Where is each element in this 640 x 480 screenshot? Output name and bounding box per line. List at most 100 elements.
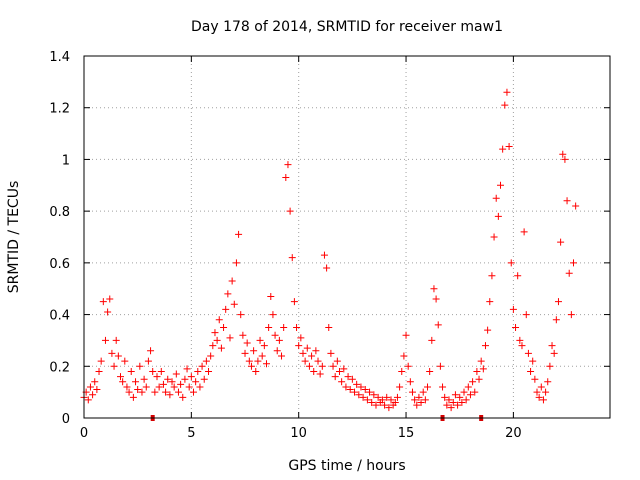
data-point xyxy=(271,331,279,339)
data-point xyxy=(529,357,537,365)
data-point xyxy=(567,311,575,319)
data-point xyxy=(458,398,466,406)
data-point xyxy=(417,398,425,406)
data-point xyxy=(241,349,249,357)
y-tick-label: 1.2 xyxy=(49,102,70,117)
data-point xyxy=(140,375,148,383)
data-point xyxy=(415,393,423,401)
data-point xyxy=(320,251,328,259)
data-point xyxy=(196,383,204,391)
data-point xyxy=(535,393,543,401)
data-point xyxy=(295,342,303,350)
data-point xyxy=(151,388,159,396)
data-point xyxy=(473,367,481,375)
data-point xyxy=(286,207,294,215)
data-point xyxy=(516,336,524,344)
data-point xyxy=(230,300,238,308)
data-point xyxy=(273,347,281,355)
data-point xyxy=(439,383,447,391)
y-tick-label: 0.8 xyxy=(49,205,70,220)
y-tick-label: 0.6 xyxy=(49,257,70,272)
data-point xyxy=(346,386,354,394)
data-point xyxy=(441,393,449,401)
x-tick-label: 15 xyxy=(398,426,415,441)
data-point xyxy=(108,349,116,357)
data-point xyxy=(202,357,210,365)
data-point xyxy=(166,391,174,399)
data-point xyxy=(157,367,165,375)
data-point xyxy=(215,316,223,324)
data-point xyxy=(331,373,339,381)
data-point xyxy=(432,295,440,303)
data-point xyxy=(239,331,247,339)
data-point xyxy=(284,161,292,169)
data-point xyxy=(288,254,296,262)
data-point xyxy=(250,347,258,355)
data-point xyxy=(228,277,236,285)
data-point xyxy=(477,357,485,365)
data-point xyxy=(278,352,286,360)
data-point xyxy=(232,259,240,267)
data-point xyxy=(155,383,163,391)
data-point xyxy=(168,378,176,386)
data-point xyxy=(329,362,337,370)
data-point xyxy=(170,383,178,391)
data-point xyxy=(220,324,228,331)
data-point xyxy=(127,367,135,375)
x-tick-label: 0 xyxy=(80,426,88,441)
data-point xyxy=(312,347,320,355)
data-point xyxy=(211,329,219,337)
data-point xyxy=(138,388,146,396)
data-point xyxy=(245,357,253,365)
data-point xyxy=(518,342,526,350)
data-point xyxy=(189,388,197,396)
data-point xyxy=(290,298,298,306)
data-point xyxy=(308,352,316,360)
data-point xyxy=(424,383,432,391)
data-point xyxy=(310,367,318,375)
data-point xyxy=(428,336,436,344)
axis-ticks xyxy=(83,55,610,419)
data-point xyxy=(222,305,230,313)
data-point xyxy=(185,383,193,391)
data-point xyxy=(353,380,361,388)
data-point xyxy=(333,357,341,365)
data-point xyxy=(293,324,301,331)
data-point xyxy=(84,396,92,404)
data-point xyxy=(381,401,389,409)
data-point xyxy=(490,233,498,241)
data-point xyxy=(563,197,571,205)
grid xyxy=(84,56,610,418)
data-point xyxy=(451,391,459,399)
data-point xyxy=(262,360,270,368)
data-point xyxy=(258,352,266,360)
data-point xyxy=(136,362,144,370)
data-point xyxy=(99,298,107,306)
data-point xyxy=(267,292,275,300)
data-point xyxy=(550,349,558,357)
data-point xyxy=(374,393,382,401)
data-point xyxy=(318,362,326,370)
data-point xyxy=(114,352,122,360)
data-point xyxy=(449,398,457,406)
data-point xyxy=(393,393,401,401)
data-point xyxy=(123,383,131,391)
data-point xyxy=(325,324,333,331)
data-point xyxy=(391,398,399,406)
data-point xyxy=(359,393,367,401)
data-point xyxy=(520,228,528,236)
data-point xyxy=(372,401,380,409)
data-point xyxy=(198,362,206,370)
data-point xyxy=(505,143,513,150)
data-point xyxy=(436,362,444,370)
data-point xyxy=(194,367,202,375)
data-point xyxy=(492,194,500,202)
data-point xyxy=(217,344,225,352)
data-point xyxy=(179,393,187,401)
data-point xyxy=(533,388,541,396)
data-point xyxy=(561,155,569,163)
y-tick-label: 0.2 xyxy=(49,360,70,375)
data-point xyxy=(106,295,114,303)
data-point xyxy=(497,181,505,189)
data-point xyxy=(430,285,438,293)
